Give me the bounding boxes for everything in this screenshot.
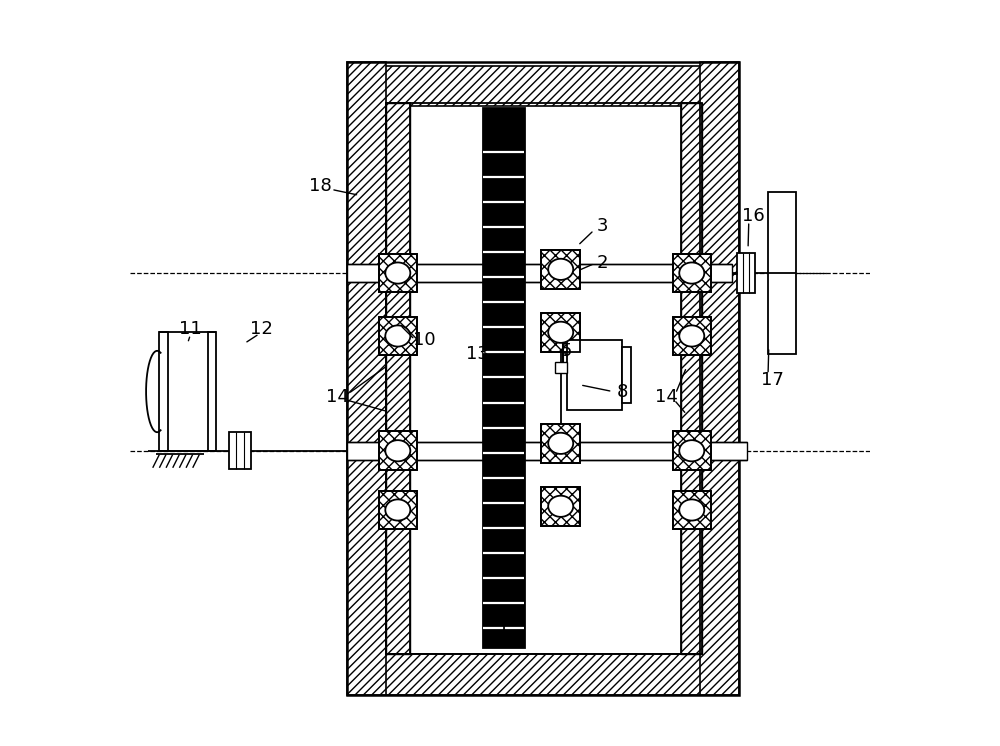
Ellipse shape	[548, 259, 573, 280]
Text: 8: 8	[616, 383, 628, 401]
Bar	[159, 332, 168, 451]
Bar	[379, 491, 417, 529]
Bar	[555, 362, 567, 373]
Ellipse shape	[385, 499, 410, 521]
Bar	[386, 103, 700, 654]
Bar	[737, 253, 755, 293]
Bar	[386, 103, 410, 654]
Bar	[541, 313, 580, 351]
Bar	[347, 62, 386, 695]
Bar	[229, 432, 251, 469]
Bar	[673, 254, 711, 292]
Bar	[673, 317, 711, 355]
Bar	[681, 103, 702, 654]
Bar	[681, 103, 702, 654]
Bar	[541, 313, 580, 351]
Bar	[208, 332, 216, 451]
Bar	[379, 317, 417, 355]
Bar	[673, 431, 711, 470]
Text: 18: 18	[309, 178, 332, 195]
Bar	[347, 62, 386, 695]
Ellipse shape	[679, 263, 704, 283]
Bar	[681, 103, 702, 654]
Ellipse shape	[548, 433, 573, 454]
Ellipse shape	[385, 263, 410, 283]
Bar	[673, 317, 711, 355]
Bar	[379, 317, 417, 355]
Bar	[541, 313, 580, 351]
Bar	[483, 108, 524, 647]
Bar	[673, 317, 711, 355]
Bar	[541, 487, 580, 525]
Bar	[541, 250, 580, 289]
Text: 10: 10	[413, 330, 436, 348]
Bar	[379, 317, 417, 355]
Text: 1: 1	[498, 619, 509, 637]
Bar	[347, 62, 739, 695]
Text: 13: 13	[466, 345, 489, 363]
Bar	[541, 250, 580, 289]
Bar	[673, 254, 711, 292]
Text: 17: 17	[761, 372, 784, 389]
Ellipse shape	[385, 325, 410, 347]
Bar	[347, 442, 747, 460]
Bar	[673, 431, 711, 470]
Bar	[541, 487, 580, 525]
Bar	[379, 254, 417, 292]
Text: 12: 12	[250, 319, 273, 338]
Bar	[379, 254, 417, 292]
Ellipse shape	[385, 440, 410, 461]
Ellipse shape	[679, 325, 704, 347]
Bar	[622, 347, 631, 403]
Bar	[363, 66, 722, 107]
Bar	[386, 103, 700, 654]
Bar	[379, 491, 417, 529]
Ellipse shape	[679, 440, 704, 461]
Text: 14: 14	[655, 388, 678, 406]
Bar	[379, 431, 417, 470]
Ellipse shape	[548, 322, 573, 343]
Bar	[386, 103, 410, 654]
Bar	[541, 424, 580, 463]
Text: 14: 14	[326, 388, 349, 406]
Bar	[379, 431, 417, 470]
Text: 11: 11	[179, 319, 202, 338]
Bar	[363, 66, 722, 107]
Bar	[700, 62, 739, 695]
Bar	[673, 254, 711, 292]
Bar	[541, 250, 580, 289]
Bar	[768, 192, 796, 354]
Bar	[347, 264, 732, 282]
Text: 5: 5	[561, 342, 572, 360]
Bar	[363, 654, 722, 695]
Bar	[386, 103, 410, 654]
Text: 16: 16	[742, 207, 765, 225]
Text: 3: 3	[596, 217, 608, 236]
Bar	[673, 491, 711, 529]
Ellipse shape	[548, 495, 573, 517]
Bar	[673, 491, 711, 529]
Bar	[363, 654, 722, 695]
Bar	[541, 487, 580, 525]
Bar	[541, 424, 580, 463]
Bar	[379, 431, 417, 470]
Bar	[673, 491, 711, 529]
Bar	[379, 254, 417, 292]
Bar	[567, 339, 622, 410]
Bar	[379, 491, 417, 529]
Text: 2: 2	[596, 254, 608, 272]
Bar	[541, 424, 580, 463]
Ellipse shape	[679, 499, 704, 521]
Bar	[673, 431, 711, 470]
Bar	[700, 62, 739, 695]
